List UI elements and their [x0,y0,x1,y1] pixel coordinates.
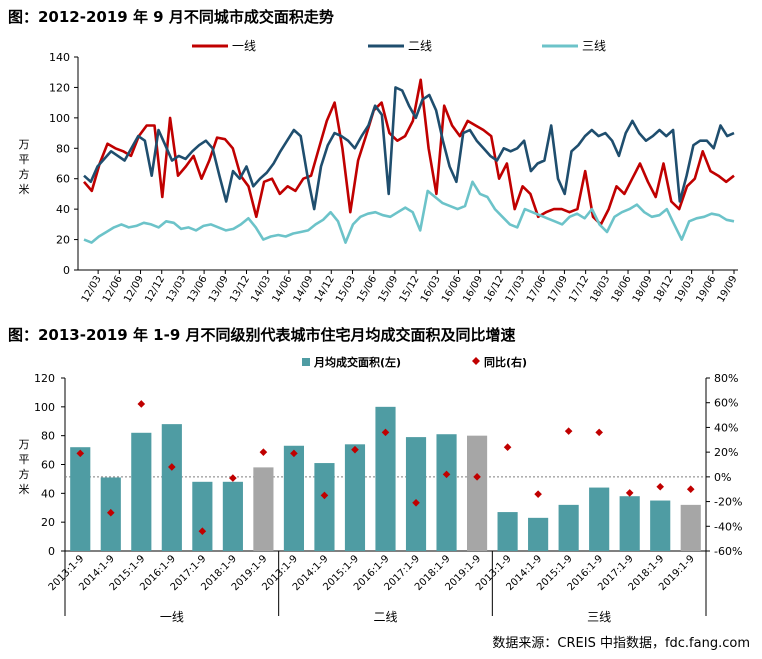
chart2-yoy-marker [76,449,85,458]
chart2-legend-marker-swatch [472,357,480,365]
chart2-left-tick-label: 100 [34,401,55,414]
chart2-legend-bar-swatch [302,358,310,366]
chart2-left-tick-label: 0 [48,545,55,558]
chart2-right-tick-label: -20% [714,496,742,509]
chart2-bar [558,504,579,551]
chart1-y-axis-title-char: 方 [19,167,30,181]
chart2-yoy-marker [595,428,603,437]
chart1-line-chart: 020406080100120140万平方米12/0312/0612/0912/… [19,39,740,304]
chart2-bar [131,432,152,551]
chart1-y-tick-label: 40 [56,203,70,216]
chart2-yoy-marker [259,448,268,456]
chart2-yoy-marker [412,499,420,507]
chart2-title: 图：2013-2019 年 1-9 月不同级别代表城市住宅月均成交面积及同比增速 [8,326,516,344]
chart2-bar [619,496,640,551]
chart2-y-axis-title-char: 万 [19,438,30,451]
chart2-legend-marker-label: 同比(右) [484,355,527,369]
data-source-note: 数据来源：CREIS 中指数据，fdc.fang.com [492,636,750,651]
chart2-right-tick-label: 60% [714,397,738,410]
chart2-y-axis-title-char: 米 [19,483,30,496]
chart1-y-tick-label: 20 [56,234,70,247]
chart2-yoy-marker [198,527,207,536]
chart2-bar [680,504,701,551]
chart1-legend-label: 三线 [582,39,606,53]
chart2-bar [528,517,549,551]
chart1-y-tick-label: 80 [56,142,70,155]
chart2-right-tick-label: 20% [714,446,738,459]
chart2-right-tick-label: -60% [714,545,742,558]
chart2-bar [253,467,274,551]
chart2-group-label: 二线 [373,610,397,624]
chart2-y-axis-title-char: 平 [19,453,30,466]
chart2-left-tick-label: 80 [41,430,55,443]
chart1-series-line-2 [83,86,735,211]
chart1-y-tick-label: 0 [63,264,70,277]
chart2-bar [314,463,335,551]
chart2-right-tick-label: 80% [714,372,738,385]
chart2-bar [497,512,518,551]
chart2-left-tick-label: 60 [41,459,55,472]
chart2-yoy-marker [686,485,695,494]
chart1-legend-label: 二线 [408,39,432,53]
chart1-y-axis-title-char: 万 [19,138,30,151]
chart1-y-tick-label: 120 [49,81,70,94]
chart2-yoy-marker [503,443,512,451]
chart2-legend-bar-label: 月均成交面积(左) [313,355,401,369]
chart1-y-tick-label: 100 [49,112,70,125]
chart2-yoy-marker [473,473,481,481]
chart2-bar [650,500,671,551]
chart2-bar [70,447,91,551]
chart2-yoy-marker [381,428,390,437]
chart2-group-label: 一线 [160,610,184,624]
chart2-yoy-marker [229,474,237,482]
chart2-bar [466,435,488,551]
chart2-group-label: 三线 [587,610,611,624]
chart2-bar [192,481,213,551]
chart2-yoy-marker [564,427,573,435]
chart2-left-tick-label: 40 [41,487,55,500]
chart2-yoy-marker [137,400,146,408]
chart2-left-tick-label: 120 [34,372,55,385]
chart1-title: 图：2012-2019 年 9 月不同城市成交面积走势 [8,8,334,26]
chart2-bar [436,434,457,551]
chart2-bar [405,437,427,551]
chart2-yoy-marker [168,463,176,471]
chart2-yoy-marker [625,489,634,497]
chart1-legend-label: 一线 [232,39,256,53]
chart2-right-tick-label: 40% [714,421,738,434]
chart2-yoy-marker [534,490,542,498]
chart2-yoy-marker [656,482,665,491]
chart2-right-tick-label: -40% [714,520,742,533]
chart2-left-tick-label: 20 [41,516,55,529]
chart1-series-line-3 [83,180,735,244]
chart2-right-tick-label: 0% [714,471,731,484]
chart2-bar [589,487,610,551]
chart2-bar [375,406,396,551]
chart1-y-axis-title-char: 米 [19,183,30,196]
chart2-bar [344,444,366,551]
chart2-bar [283,445,305,551]
chart1-series-line-1 [83,78,735,226]
chart2-yoy-marker [106,508,115,517]
chart2-bar [222,481,243,551]
chart1-y-tick-label: 140 [49,51,70,64]
chart2-yoy-marker [442,470,451,479]
chart1-y-axis-title-char: 平 [19,153,30,166]
chart2-y-axis-title-char: 方 [19,467,30,481]
chart2-yoy-marker [290,449,298,458]
chart2-yoy-marker [320,491,329,500]
chart2-yoy-marker [351,445,359,454]
chart1-y-tick-label: 60 [56,173,70,186]
chart2-bar [161,424,182,551]
